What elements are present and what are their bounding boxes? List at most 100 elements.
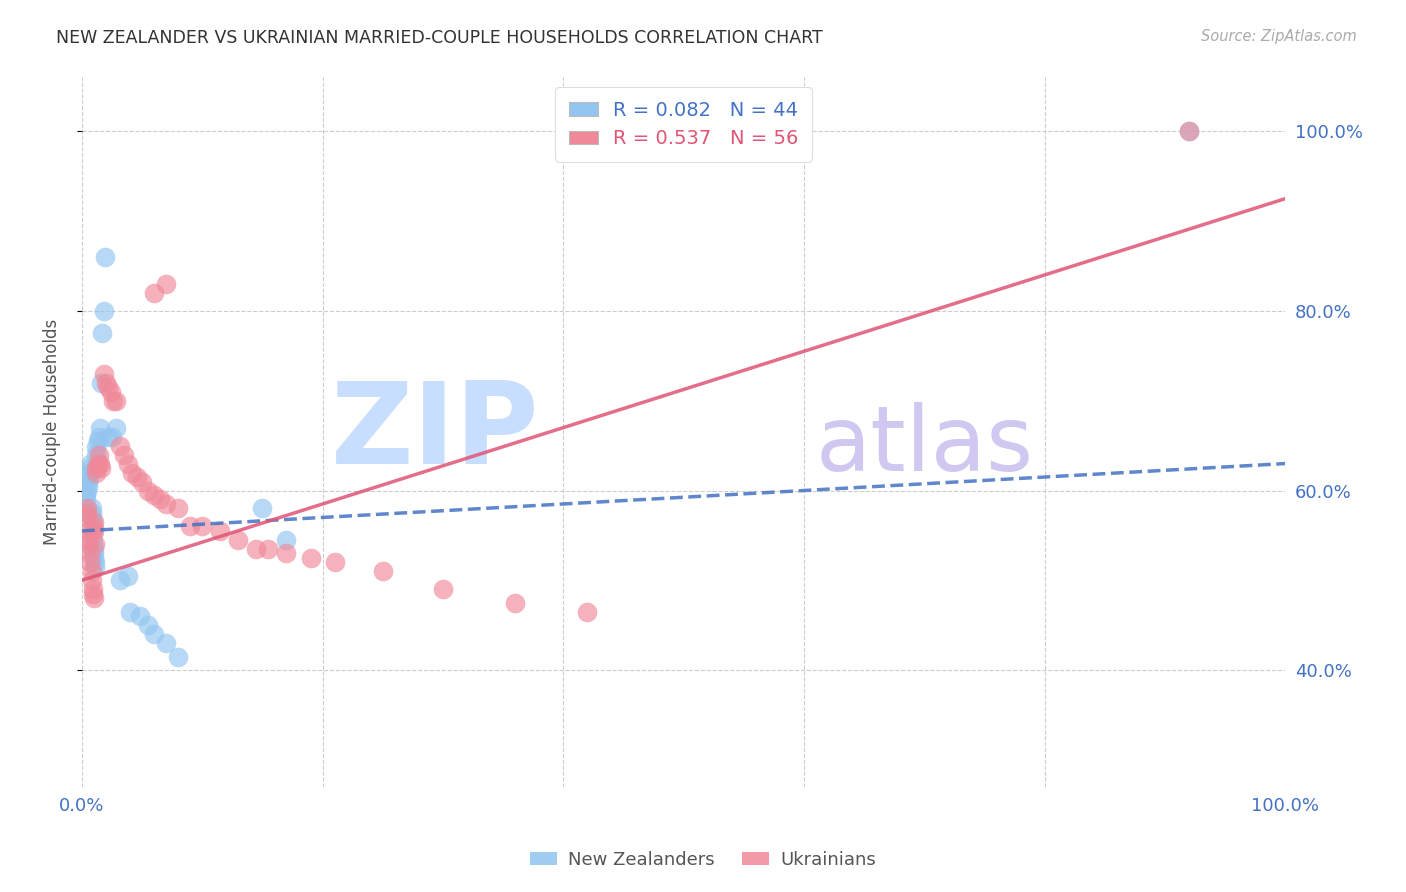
Point <box>82 587 104 601</box>
Point <box>93 367 115 381</box>
Point <box>80 510 103 524</box>
Point <box>86 434 108 449</box>
Point <box>1178 124 1201 138</box>
Point <box>82 521 104 535</box>
Point <box>104 420 127 434</box>
Point <box>83 550 105 565</box>
Text: NEW ZEALANDER VS UKRAINIAN MARRIED-COUPLE HOUSEHOLDS CORRELATION CHART: NEW ZEALANDER VS UKRAINIAN MARRIED-COUPL… <box>56 29 823 46</box>
Text: Source: ZipAtlas.com: Source: ZipAtlas.com <box>1201 29 1357 44</box>
Y-axis label: Married-couple Households: Married-couple Households <box>44 319 60 545</box>
Point <box>80 501 103 516</box>
Point <box>83 546 105 560</box>
Point <box>100 384 122 399</box>
Point <box>323 555 346 569</box>
Point <box>209 524 232 538</box>
Point <box>155 636 177 650</box>
Point <box>75 492 97 507</box>
Point <box>77 537 100 551</box>
Point <box>82 528 104 542</box>
Point <box>89 457 111 471</box>
Point <box>83 521 105 535</box>
Point <box>179 519 201 533</box>
Point <box>86 441 108 455</box>
Point <box>371 564 394 578</box>
Point <box>82 515 104 529</box>
Point <box>79 546 101 560</box>
Point <box>79 555 101 569</box>
Point <box>82 537 104 551</box>
Point <box>103 393 125 408</box>
Point <box>83 515 105 529</box>
Point <box>117 569 139 583</box>
Point <box>110 574 132 588</box>
Point <box>120 605 142 619</box>
Point <box>167 501 190 516</box>
Point <box>252 501 274 516</box>
Point <box>94 376 117 390</box>
Point <box>91 326 114 341</box>
Point <box>77 524 100 538</box>
Point <box>432 582 454 597</box>
Point <box>191 519 214 533</box>
Point <box>77 466 100 480</box>
Point <box>90 461 112 475</box>
Point <box>79 457 101 471</box>
Point <box>80 564 103 578</box>
Point <box>104 393 127 408</box>
Point <box>77 533 100 547</box>
Point <box>84 537 107 551</box>
Point <box>80 574 103 588</box>
Point <box>136 618 159 632</box>
Point <box>128 609 150 624</box>
Point <box>155 497 177 511</box>
Point <box>76 506 98 520</box>
Point <box>97 380 120 394</box>
Point <box>87 448 110 462</box>
Legend: R = 0.082   N = 44, R = 0.537   N = 56: R = 0.082 N = 44, R = 0.537 N = 56 <box>555 87 813 162</box>
Point <box>76 501 98 516</box>
Point <box>143 285 166 300</box>
Point <box>76 483 98 498</box>
Point <box>245 541 267 556</box>
Legend: New Zealanders, Ukrainians: New Zealanders, Ukrainians <box>523 844 883 876</box>
Point <box>86 466 108 480</box>
Point <box>503 596 526 610</box>
Point <box>75 510 97 524</box>
Point <box>80 506 103 520</box>
Point <box>112 448 135 462</box>
Point <box>276 546 298 560</box>
Point <box>89 420 111 434</box>
Point <box>83 541 105 556</box>
Point <box>77 470 100 484</box>
Point <box>155 277 177 291</box>
Point <box>257 541 280 556</box>
Point <box>93 304 115 318</box>
Point <box>77 479 100 493</box>
Point <box>121 466 143 480</box>
Point <box>101 429 124 443</box>
Point <box>228 533 250 547</box>
Point <box>299 550 322 565</box>
Point <box>86 461 108 475</box>
Point <box>86 448 108 462</box>
Point <box>143 488 166 502</box>
Point <box>84 555 107 569</box>
Point <box>131 475 153 489</box>
Point <box>86 457 108 471</box>
Text: atlas: atlas <box>815 402 1033 491</box>
Point <box>77 475 100 489</box>
Point <box>167 649 190 664</box>
Point <box>83 524 105 538</box>
Point <box>136 483 159 498</box>
Point <box>83 591 105 606</box>
Point <box>110 439 132 453</box>
Point <box>1178 124 1201 138</box>
Point <box>84 559 107 574</box>
Point <box>79 461 101 475</box>
Point <box>127 470 149 484</box>
Point <box>149 492 172 507</box>
Point <box>75 488 97 502</box>
Text: ZIP: ZIP <box>330 376 538 488</box>
Point <box>94 250 117 264</box>
Point <box>143 627 166 641</box>
